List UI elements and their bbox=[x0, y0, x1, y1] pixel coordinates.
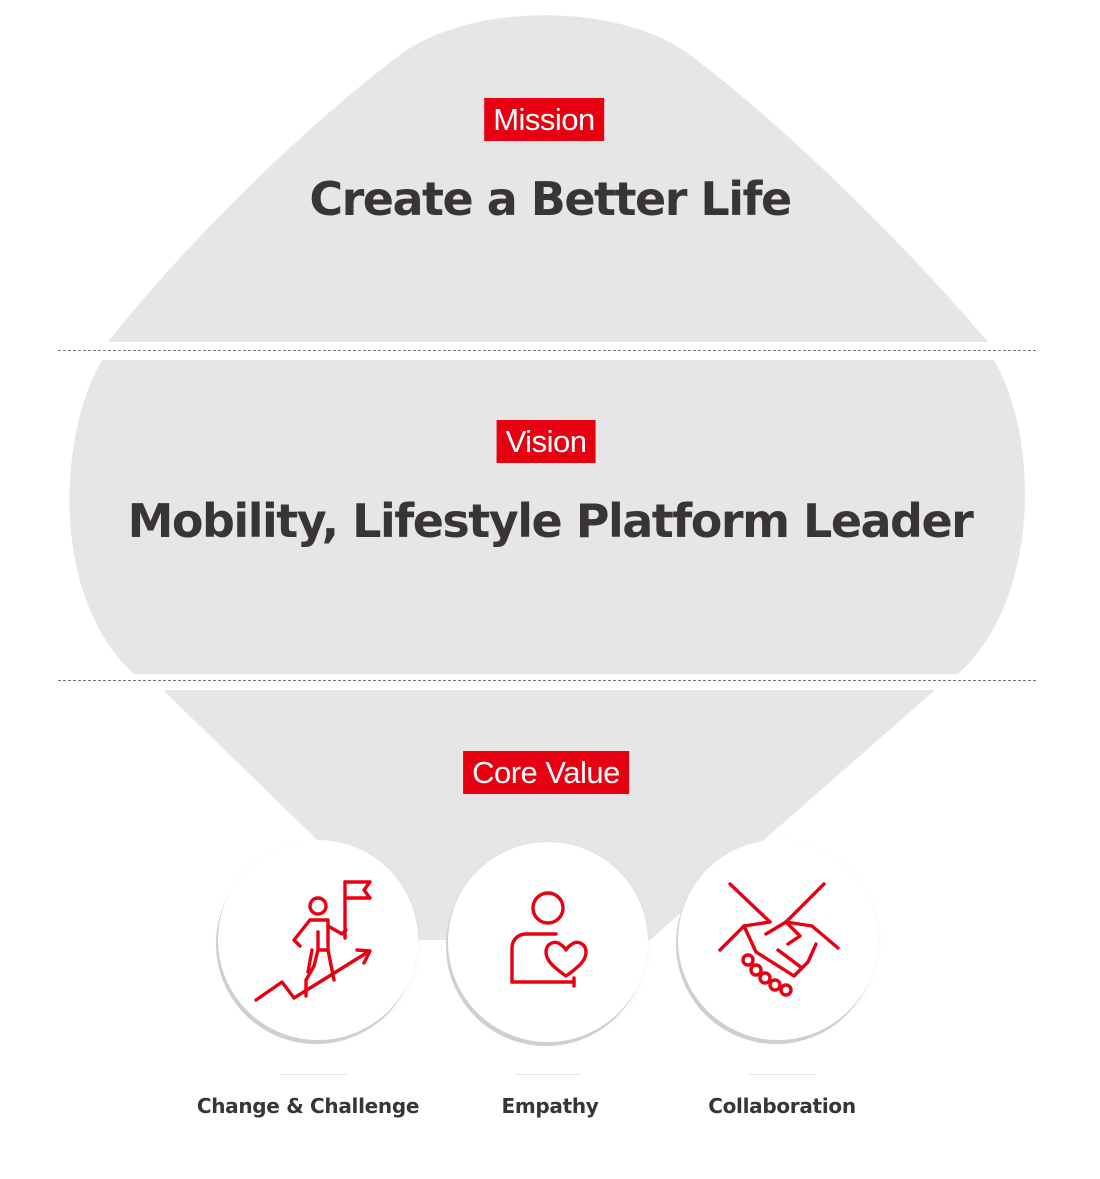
climbing-flag-icon bbox=[254, 880, 372, 1002]
mission-vision-divider bbox=[58, 350, 1036, 351]
vision-core-divider bbox=[58, 680, 1036, 681]
collaboration-label: Collaboration bbox=[708, 1094, 856, 1118]
mission-statement: Create a Better Life bbox=[309, 172, 792, 226]
label-rule bbox=[281, 1074, 347, 1075]
handshake-icon bbox=[718, 882, 840, 997]
empathy-label: Empathy bbox=[501, 1094, 599, 1118]
vision-tag: Vision bbox=[496, 420, 596, 463]
mission-region bbox=[108, 15, 988, 342]
vision-statement: Mobility, Lifestyle Platform Leader bbox=[127, 494, 974, 548]
core-value-tag: Core Value bbox=[463, 751, 629, 794]
person-heart-icon bbox=[510, 891, 588, 988]
label-rule bbox=[749, 1074, 815, 1075]
empathy-circle bbox=[448, 842, 648, 1042]
change-challenge-circle bbox=[218, 840, 418, 1040]
collaboration-circle bbox=[678, 840, 878, 1040]
mission-tag: Mission bbox=[484, 98, 604, 141]
vision-region bbox=[69, 360, 1025, 674]
label-rule bbox=[515, 1074, 581, 1075]
change-challenge-label: Change & Challenge bbox=[196, 1094, 420, 1118]
